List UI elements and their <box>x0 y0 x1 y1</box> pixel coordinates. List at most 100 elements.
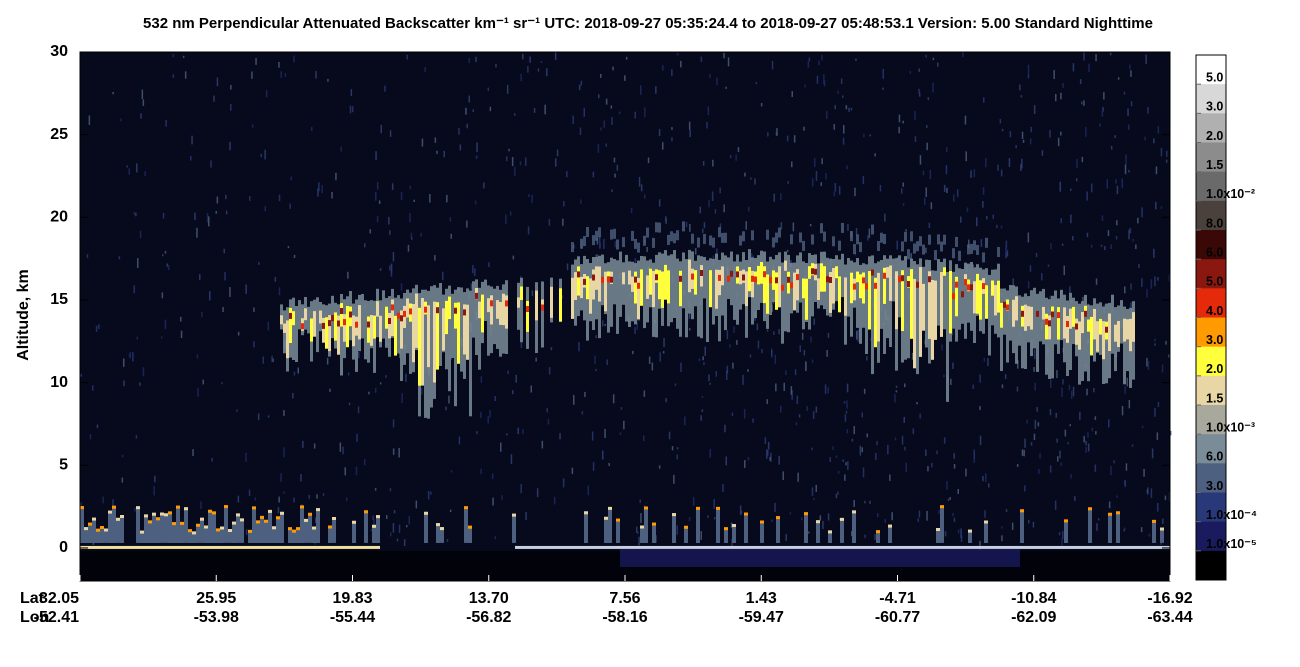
colorbar-swatch <box>1196 113 1226 143</box>
noise <box>869 338 872 341</box>
low-cloud <box>108 510 112 543</box>
noise <box>795 421 798 426</box>
noise <box>596 238 599 245</box>
noise <box>970 170 972 178</box>
noise <box>129 351 131 359</box>
noise <box>630 208 633 214</box>
noise <box>278 62 280 68</box>
low-cloud-top <box>888 524 892 528</box>
low-cloud-top <box>116 517 120 521</box>
cloud-top <box>652 237 655 248</box>
noise <box>134 507 136 512</box>
x-tick-label: -62.09 <box>1011 609 1056 626</box>
noise <box>1128 229 1130 240</box>
cloud-core <box>391 304 394 311</box>
noise <box>347 271 349 279</box>
noise <box>953 194 955 202</box>
noise <box>1085 440 1087 446</box>
low-cloud <box>88 522 92 543</box>
low-cloud <box>312 526 316 543</box>
cloud <box>937 259 940 326</box>
low-cloud <box>144 514 148 543</box>
noise <box>142 99 145 106</box>
noise <box>536 488 539 498</box>
noise <box>845 105 848 110</box>
noise <box>251 124 254 128</box>
noise <box>572 115 574 124</box>
noise <box>1129 228 1132 234</box>
cloud-core <box>337 315 340 355</box>
cloud-core <box>796 274 799 281</box>
noise <box>774 502 776 513</box>
low-cloud-top <box>80 506 84 510</box>
noise <box>277 507 280 514</box>
noise <box>1041 150 1044 156</box>
noise <box>450 233 452 239</box>
low-cloud-top <box>92 517 96 521</box>
noise <box>1166 150 1168 157</box>
noise <box>351 106 354 113</box>
noise <box>1083 100 1085 106</box>
low-cloud-top <box>208 509 212 513</box>
noise <box>658 465 661 469</box>
noise <box>851 438 854 442</box>
cloud-top <box>595 230 598 241</box>
noise <box>162 212 165 219</box>
noise <box>1093 388 1095 393</box>
noise <box>515 374 517 383</box>
cloud-core <box>850 272 853 304</box>
noise <box>842 95 844 99</box>
noise <box>583 107 585 117</box>
colorbar-swatch <box>1196 405 1226 435</box>
noise <box>215 211 217 214</box>
noise <box>1165 341 1167 345</box>
noise <box>604 323 606 326</box>
title: 532 nm Perpendicular Attenuated Backscat… <box>143 15 470 32</box>
noise <box>1123 91 1126 95</box>
noise <box>953 464 956 469</box>
low-cloud <box>236 513 240 543</box>
noise <box>887 444 889 455</box>
noise <box>719 223 722 229</box>
noise <box>605 143 607 147</box>
colorbar-label: 1.5 <box>1206 158 1223 172</box>
noise <box>723 52 725 59</box>
noise <box>803 350 806 356</box>
noise <box>1146 289 1148 298</box>
low-cloud <box>352 520 356 543</box>
cloud-top <box>811 234 814 245</box>
cloud-top <box>937 234 940 245</box>
noise <box>648 356 651 365</box>
noise <box>604 428 606 438</box>
low-cloud-top <box>828 530 832 534</box>
cloud-top <box>655 222 658 233</box>
cloud-core <box>871 269 874 276</box>
noise <box>804 84 806 88</box>
low-cloud-top <box>300 505 304 509</box>
noise <box>992 214 994 219</box>
noise <box>488 262 490 268</box>
noise <box>709 449 711 458</box>
cloud <box>673 250 676 318</box>
noise <box>398 524 401 533</box>
cloud-core <box>1051 311 1054 318</box>
noise <box>950 378 952 385</box>
cloud-core <box>1003 301 1006 308</box>
noise <box>411 237 413 240</box>
noise <box>771 349 773 357</box>
cloud <box>610 257 613 327</box>
cloud-core <box>901 275 904 282</box>
noise <box>1006 250 1009 257</box>
colorbar-swatch <box>1196 375 1226 406</box>
cloud-top <box>637 242 640 253</box>
noise <box>458 127 460 135</box>
noise <box>980 239 983 247</box>
noise <box>489 106 492 112</box>
cloud-core <box>862 277 865 284</box>
noise <box>211 458 213 462</box>
noise <box>740 510 743 514</box>
noise <box>1037 422 1040 427</box>
noise <box>245 284 247 294</box>
cloud-core <box>832 268 835 304</box>
low-cloud <box>280 511 284 543</box>
